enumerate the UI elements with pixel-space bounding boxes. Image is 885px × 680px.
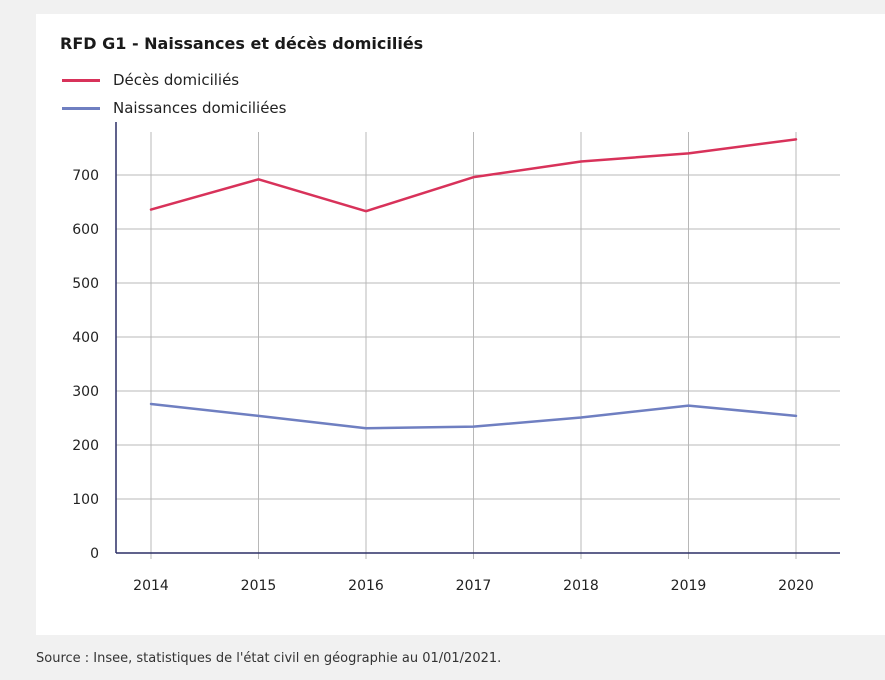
legend-item-deces: Décès domiciliés [62, 71, 239, 89]
x-tick-label: 2017 [456, 578, 492, 594]
y-tick-label: 0 [90, 546, 99, 562]
y-tick-label: 100 [72, 492, 99, 508]
y-tick-label: 500 [72, 276, 99, 292]
legend-label-deces: Décès domiciliés [113, 71, 240, 89]
legend-label-naissances: Naissances domiciliées [113, 99, 287, 117]
source-note: Source : Insee, statistiques de l'état c… [36, 651, 502, 666]
chart-card [36, 14, 885, 635]
x-tick-label: 2020 [778, 578, 814, 594]
legend-swatch-naissances [62, 106, 100, 110]
y-tick-label: 200 [72, 438, 99, 454]
x-tick-label: 2016 [348, 578, 384, 594]
y-tick-label: 700 [72, 168, 99, 184]
legend-item-naissances: Naissances domiciliées [62, 99, 286, 117]
x-tick-label: 2015 [241, 578, 277, 594]
chart-title: RFD G1 - Naissances et décès domiciliés [60, 34, 424, 53]
x-tick-label: 2014 [133, 578, 169, 594]
x-tick-label: 2019 [671, 578, 707, 594]
y-tick-label: 300 [72, 384, 99, 400]
legend-swatch-deces [62, 78, 100, 82]
x-tick-label: 2018 [563, 578, 599, 594]
y-tick-label: 600 [72, 222, 99, 238]
series-line-deces [149, 138, 798, 213]
series-line-naissances [149, 402, 798, 430]
y-tick-label: 400 [72, 330, 99, 346]
